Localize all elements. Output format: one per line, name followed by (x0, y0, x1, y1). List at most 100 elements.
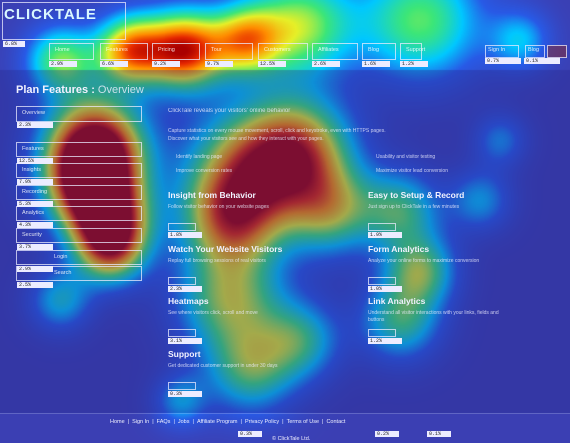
feature-link-support[interactable] (168, 382, 196, 390)
nav-item-label: Support (406, 47, 426, 53)
footer-link-affiliate-program[interactable]: Affiliate Program (196, 419, 238, 425)
intro-text: ClickTale reveals your visitors' online … (168, 108, 291, 114)
feature-title-watch[interactable]: Watch Your Website Visitors (168, 244, 283, 254)
sidebar-item-search[interactable] (16, 266, 142, 281)
nav-item-pct: 1.6% (362, 61, 390, 67)
login-button[interactable] (485, 45, 519, 58)
footer-link-terms-of-use[interactable]: Terms of Use (286, 419, 320, 425)
footer-pct-3: 0.1% (427, 431, 451, 437)
footer-separator: | (240, 419, 242, 425)
feature-link-insight[interactable] (168, 223, 196, 231)
nav-end-button[interactable] (547, 45, 567, 58)
footer-pct-2: 0.2% (375, 431, 399, 437)
nav-item-label: Home (55, 47, 70, 53)
sidebar-item-pct: 2.3% (17, 122, 53, 128)
footer-link-privacy-policy[interactable]: Privacy Policy (244, 419, 280, 425)
sidebar-item-label: Features (22, 146, 44, 152)
footer-separator: | (152, 419, 154, 425)
footer-link-home[interactable]: Home (110, 419, 125, 425)
nav-item-pct: 12.5% (258, 61, 286, 67)
feature-link-heatmaps[interactable] (168, 329, 196, 337)
feature-link-link[interactable] (368, 329, 396, 337)
nav-item-blog[interactable] (362, 43, 396, 60)
sidebar-item-label: Search (54, 270, 72, 276)
bullet-3: Usability and visitor testing (376, 154, 436, 160)
nav-item-pct: 9.2% (152, 61, 180, 67)
footer-links: Home | Sign In | FAQs | Jobs | Affiliate Program… (110, 419, 348, 425)
footer-link-jobs[interactable]: Jobs (177, 419, 190, 425)
login-pct: 0.7% (485, 58, 521, 64)
feature-title-easy[interactable]: Easy to Setup & Record (368, 190, 465, 200)
feature-desc-form: Analyze your online forms to maximize co… (368, 258, 480, 264)
footer-link-faqs[interactable]: FAQs (156, 419, 171, 425)
nav-item-support[interactable] (400, 43, 422, 60)
nav-item-label: Affiliates (318, 47, 339, 53)
sidebar-item-pct: 2.5% (17, 282, 53, 288)
bullet-1: Identify landing page (176, 154, 223, 160)
logo-pct: 6.8% (3, 41, 25, 47)
footer-pct-1: 0.3% (238, 431, 262, 437)
sidebar-item-features[interactable] (16, 142, 142, 157)
sidebar-item-label: Insights (22, 167, 41, 173)
nav-item-affiliates[interactable] (312, 43, 358, 60)
feature-pct: 1.8% (168, 232, 202, 238)
nav-item-pct: 2.6% (312, 61, 340, 67)
feature-desc-support: Get dedicated customer support in under … (168, 363, 278, 369)
logo-zone[interactable] (2, 2, 126, 40)
nav-item-pricing[interactable] (152, 43, 200, 60)
sidebar-item-pct: 12.5% (17, 158, 53, 164)
nav-item-customers[interactable] (258, 43, 308, 60)
sidebar-item-pct: 2.9% (17, 266, 53, 272)
feature-title-support[interactable]: Support (168, 349, 201, 359)
feature-pct: 1.0% (368, 286, 402, 292)
sidebar-item-insights[interactable] (16, 163, 142, 178)
feature-pct: 0.3% (168, 391, 202, 397)
page-title: Plan Features : Overview (16, 84, 144, 96)
nav-item-label: Blog (368, 47, 380, 53)
sidebar-item-security[interactable] (16, 228, 142, 243)
feature-title-heatmaps[interactable]: Heatmaps (168, 296, 209, 306)
clicktale-logo[interactable]: CLICKTALE (4, 6, 97, 23)
footer-separator: | (322, 419, 324, 425)
feature-desc-watch: Replay full browsing sessions of real vi… (168, 258, 266, 264)
footer-link-contact[interactable]: Contact (326, 419, 346, 425)
sidebar-item-label: Security (22, 232, 42, 238)
feature-title-insight[interactable]: Insight from Behavior (168, 190, 256, 200)
sidebar-item-label: Login (54, 254, 68, 260)
sidebar-item-pct: 7.9% (17, 179, 53, 185)
footer-separator: | (173, 419, 175, 425)
nav-item-pct: 2.9% (49, 61, 77, 67)
nav-item-features[interactable] (100, 43, 148, 60)
nav-item-pct: 9.7% (205, 61, 233, 67)
feature-link-watch[interactable] (168, 277, 196, 285)
feature-title-link[interactable]: Link Analytics (368, 296, 426, 306)
feature-pct: 2.3% (168, 286, 202, 292)
nav-item-label: Pricing (158, 47, 175, 53)
nav-item-tour[interactable] (205, 43, 253, 60)
feature-pct: 1.9% (368, 232, 402, 238)
footer-separator: | (282, 419, 284, 425)
blog-button[interactable] (525, 45, 545, 58)
sidebar-item-overview[interactable] (16, 106, 142, 122)
feature-link-form[interactable] (368, 277, 396, 285)
footer-link-sign-in[interactable]: Sign In (132, 419, 150, 425)
feature-desc-insight: Follow visitor behavior on your website … (168, 204, 269, 210)
feature-desc-heatmaps: See where visitors click, scroll and mov… (168, 310, 258, 316)
nav-item-home[interactable] (49, 43, 94, 60)
sidebar-item-recording[interactable] (16, 185, 142, 200)
blog-label: Blog (528, 47, 540, 53)
nav-item-label: Features (106, 47, 128, 53)
sidebar-item-login[interactable] (16, 250, 142, 265)
sidebar-item-label: Analytics (22, 210, 45, 216)
sidebar-item-pct: 4.3% (17, 222, 53, 228)
intro-body-2: Discover what your visitors see and how … (168, 136, 324, 142)
bullet-2: Improve conversion rates (176, 168, 233, 174)
nav-item-label: Tour (211, 47, 222, 53)
feature-title-form[interactable]: Form Analytics (368, 244, 430, 254)
feature-link-easy[interactable] (368, 223, 396, 231)
feature-desc-link: Understand all visitor interactions with… (368, 310, 499, 323)
sidebar-item-analytics[interactable] (16, 206, 142, 221)
nav-item-pct: 1.2% (400, 61, 428, 67)
